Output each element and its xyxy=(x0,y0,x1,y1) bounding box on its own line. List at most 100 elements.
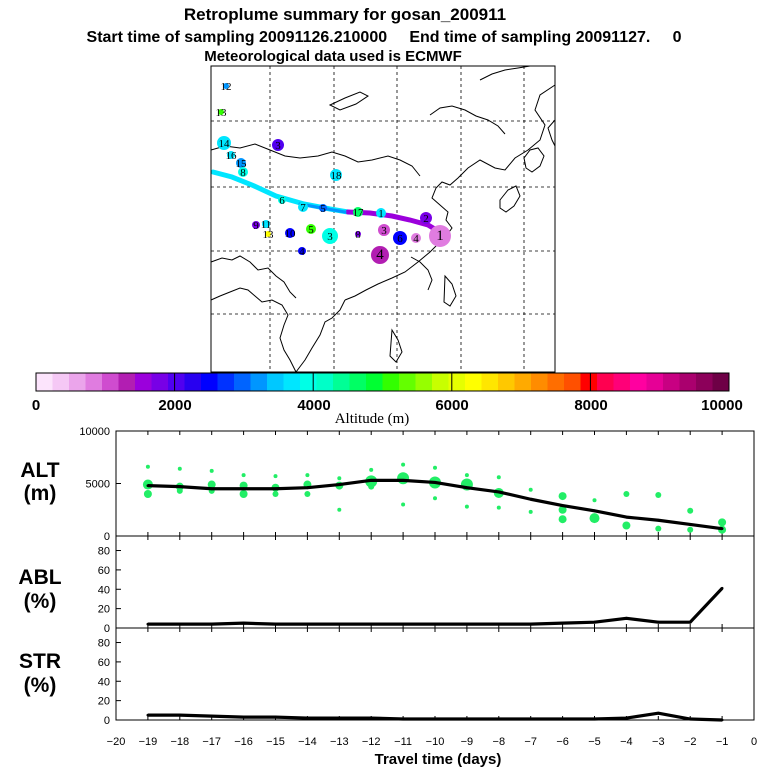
map-plume-marker xyxy=(236,158,246,168)
map-day-label: 16 xyxy=(226,150,238,162)
x-tick-label: −12 xyxy=(362,736,381,748)
alt-ytick-label: 5000 xyxy=(86,479,110,491)
colorbar-swatch xyxy=(234,373,251,391)
map-day-label: 10 xyxy=(285,228,297,240)
abl-data-point xyxy=(146,622,150,626)
colorbar-tick: 8000 xyxy=(574,397,607,414)
alt-plume-point xyxy=(239,490,248,498)
map-coastline xyxy=(547,119,556,147)
colorbar-swatch xyxy=(250,373,268,391)
alt-plume-point xyxy=(369,467,374,472)
colorbar-tick: 0 xyxy=(32,397,40,414)
map-day-label: 4 xyxy=(299,246,305,258)
colorbar-swatch xyxy=(102,373,119,391)
abl-data-point xyxy=(656,620,660,624)
map-coastline xyxy=(443,274,457,307)
colorbar-swatch xyxy=(217,373,235,391)
map-day-label: 7 xyxy=(300,202,306,214)
colorbar-swatch xyxy=(300,373,317,391)
x-tick-label: −13 xyxy=(330,736,349,748)
alt-plume-point xyxy=(464,473,469,478)
x-tick-label: −11 xyxy=(394,736,412,748)
colorbar-swatch xyxy=(267,373,284,391)
str-data-point xyxy=(337,716,341,720)
alt-panel: 0 5000 10000 xyxy=(79,426,755,543)
alt-data-point xyxy=(688,523,692,526)
alt-plume-point xyxy=(337,507,342,512)
map-coastline xyxy=(410,256,433,291)
colorbar-swatch xyxy=(613,373,631,391)
str-ytick-label: 80 xyxy=(98,638,110,650)
map-plume-marker xyxy=(278,196,286,204)
map-plume-marker xyxy=(227,151,235,159)
x-tick-label: −2 xyxy=(684,736,697,748)
alt-plume-point xyxy=(304,491,311,497)
map-coastline xyxy=(344,84,556,301)
colorbar-tick-labels: 0 2000 4000 6000 8000 10000 xyxy=(32,397,743,414)
map-plume-marker xyxy=(306,224,316,234)
alt-data-point xyxy=(210,487,214,491)
abl-data-point xyxy=(369,622,373,626)
str-data-point xyxy=(146,713,150,717)
abl-panel-unit: (%) xyxy=(24,590,57,613)
map-day-label: 14 xyxy=(219,138,231,150)
colorbar-swatch xyxy=(151,373,169,391)
colorbar-swatch xyxy=(349,373,367,391)
x-tick-label: −5 xyxy=(588,736,601,748)
str-panel-unit: (%) xyxy=(24,674,57,697)
alt-data-point xyxy=(306,486,309,490)
str-data-point xyxy=(625,716,628,720)
alt-data-point xyxy=(561,504,564,507)
map-day-label: 5 xyxy=(320,203,326,215)
map-day-label: 1 xyxy=(378,208,384,220)
str-ytick-label: 20 xyxy=(98,696,110,708)
map-day-label: 8 xyxy=(240,167,246,179)
map-coastline xyxy=(328,91,369,111)
colorbar-swatch xyxy=(52,373,70,391)
colorbar-swatch xyxy=(201,373,218,391)
colorbar-swatch xyxy=(481,373,499,391)
alt-plume-point xyxy=(176,487,183,494)
alt-data-point xyxy=(401,478,405,482)
map-coastline xyxy=(210,287,297,373)
map-plume-marker xyxy=(285,228,295,238)
colorbar-swatch xyxy=(382,373,400,391)
map-plume-marker xyxy=(378,224,390,236)
alt-data-point xyxy=(465,486,469,490)
colorbar-swatch xyxy=(415,373,433,391)
x-tick-label: −4 xyxy=(620,736,633,748)
map-coastline xyxy=(210,143,421,177)
map-coastline xyxy=(499,185,521,213)
colorbar-label: Altitude (m) xyxy=(335,411,410,427)
abl-ytick-label: 80 xyxy=(98,546,110,558)
colorbar-swatch xyxy=(679,373,697,391)
x-axis-label: Travel time (days) xyxy=(375,751,502,768)
alt-plume-point xyxy=(368,483,375,490)
alt-plume-point xyxy=(145,464,150,469)
map-day-label: 13 xyxy=(216,107,228,119)
alt-plume-point xyxy=(305,473,310,478)
alt-data-point xyxy=(625,515,628,519)
str-data-point xyxy=(401,717,405,721)
alt-plume-point xyxy=(558,505,567,514)
colorbar-frame xyxy=(35,372,730,392)
x-tick-label: −15 xyxy=(266,736,285,748)
map-day-label: 18 xyxy=(331,170,343,182)
x-tick-label: 0 xyxy=(751,736,757,748)
abl-data-point xyxy=(561,621,564,625)
alt-plume-point xyxy=(273,474,278,479)
str-data-point xyxy=(593,717,596,721)
x-tick-label: −20 xyxy=(107,736,126,748)
alt-data-point xyxy=(146,484,150,487)
alt-panel-unit: (m) xyxy=(24,482,57,505)
sampling-times: Start time of sampling 20091126.210000 E… xyxy=(87,29,682,46)
alt-plume-point xyxy=(592,498,597,503)
str-data-point xyxy=(369,716,373,720)
abl-data-point xyxy=(529,622,533,626)
alt-data-point xyxy=(593,509,596,513)
str-data-point xyxy=(529,717,533,721)
alt-plume-point xyxy=(272,491,279,497)
alt-plume-point xyxy=(177,466,182,471)
abl-ytick-label: 60 xyxy=(98,565,110,577)
